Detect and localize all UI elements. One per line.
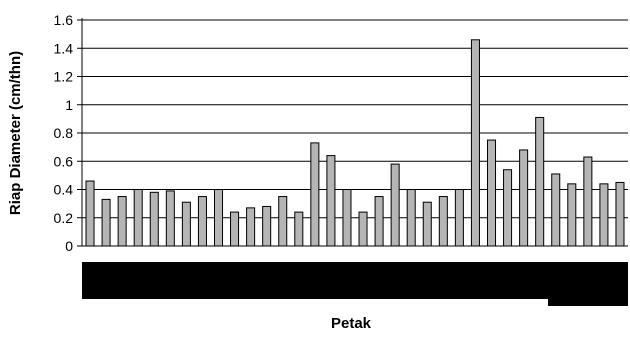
y-tick-label: 1.2 [54,69,74,85]
bar [358,211,368,247]
bar [149,191,159,247]
bar [599,183,609,247]
gridlines [82,19,628,219]
category-label-mask [82,262,628,306]
bar [165,190,175,247]
y-tick-label: 0.6 [54,153,74,169]
bar [213,189,224,247]
bar [422,201,432,247]
bar [230,211,240,247]
bar [454,189,464,247]
bar [374,196,384,247]
x-axis-title: Petak [331,315,372,332]
bar [326,155,336,247]
y-tick-label: 1 [65,97,73,113]
bar [567,183,577,247]
bar [615,181,625,247]
bar [406,189,416,247]
y-tick-labels: 0 0.2 0.4 0.6 0.8 1 1.2 1.4 1.6 [54,12,82,254]
bar [438,196,448,247]
bar [583,156,593,247]
bar [310,142,320,247]
bar [133,189,143,247]
bar [117,196,127,247]
bar [519,149,529,247]
bar [85,180,95,247]
bar [486,139,497,247]
bar [262,205,272,247]
y-tick-label: 0 [65,238,73,254]
y-tick-label: 0.4 [54,182,74,198]
y-tick-label: 1.6 [54,12,74,28]
bar [181,201,191,247]
bar [246,207,256,247]
y-tick-label: 0.2 [54,210,74,226]
y-tick-label: 0.8 [54,125,74,141]
label-redaction-block [82,262,628,299]
bar [294,211,304,247]
y-axis-title: Riap Diameter (cm/thn) [7,51,24,215]
bar [390,163,400,247]
bar [197,196,207,247]
bar [551,173,561,247]
bar [503,169,513,247]
bar [470,39,480,247]
bar [278,196,288,247]
bar [101,198,111,247]
bar [342,189,352,247]
bars [85,39,625,247]
y-tick-label: 1.4 [54,40,74,56]
bar [535,116,545,247]
label-redaction-block [548,298,628,306]
